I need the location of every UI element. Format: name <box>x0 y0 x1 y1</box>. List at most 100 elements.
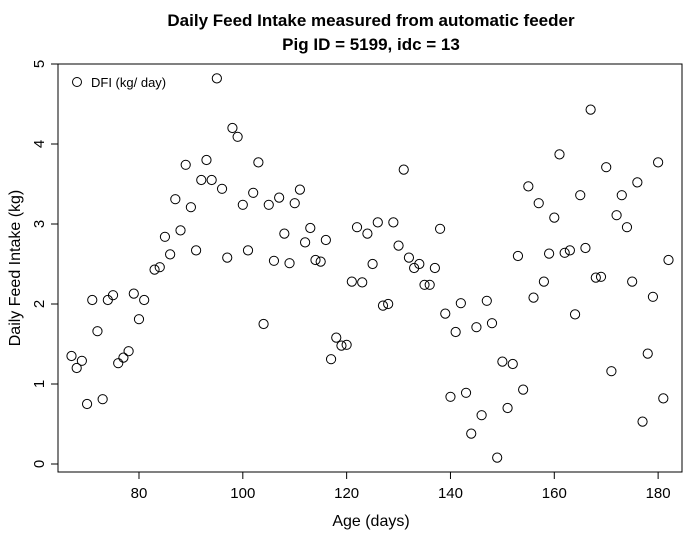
data-point <box>569 309 581 320</box>
data-point <box>170 194 181 205</box>
data-point <box>455 298 466 309</box>
data-point <box>658 393 669 404</box>
data-point <box>398 164 409 175</box>
data-point <box>341 339 352 350</box>
data-point <box>92 326 103 337</box>
data-point <box>123 346 134 357</box>
data-point <box>325 354 337 365</box>
data-point <box>242 245 254 256</box>
data-point <box>621 222 633 233</box>
data-point <box>97 394 108 405</box>
data-point <box>580 242 591 254</box>
y-tick-label: 4 <box>31 140 48 148</box>
data-point <box>627 276 638 287</box>
data-point <box>87 294 98 306</box>
data-point <box>492 452 503 463</box>
x-tick-label: 120 <box>334 485 359 502</box>
data-point <box>383 298 394 310</box>
x-axis: 80 100 120 140 160 180 <box>131 472 671 502</box>
data-point <box>367 258 378 270</box>
data-point <box>149 264 160 275</box>
data-point <box>279 228 290 239</box>
x-tick-label: 140 <box>438 485 463 502</box>
y-axis: 0 1 2 3 4 5 <box>31 60 58 468</box>
data-point <box>159 231 171 242</box>
data-point <box>258 318 269 330</box>
data-point <box>523 181 534 192</box>
data-point <box>414 258 425 270</box>
data-point <box>466 428 477 439</box>
data-point <box>601 162 612 173</box>
data-point <box>128 288 139 299</box>
data-point <box>388 217 399 228</box>
data-point <box>424 279 435 290</box>
data-point <box>637 416 648 427</box>
chart-title: Daily Feed Intake measured from automati… <box>167 11 575 30</box>
data-point <box>76 355 87 366</box>
data-point <box>632 177 643 188</box>
data-point <box>81 398 93 410</box>
data-point <box>336 340 347 351</box>
data-point <box>232 131 243 142</box>
legend-marker <box>72 77 82 87</box>
data-point <box>647 291 659 302</box>
data-point <box>429 262 440 274</box>
data-point <box>196 174 207 186</box>
data-point <box>331 332 342 343</box>
data-point <box>268 255 280 266</box>
data-point <box>471 322 482 333</box>
chart-subtitle: Pig ID = 5199, idc = 13 <box>282 35 460 54</box>
data-point <box>476 410 487 421</box>
data-point <box>211 73 222 84</box>
x-tick-label: 180 <box>646 485 671 502</box>
data-point <box>502 402 513 414</box>
data-point <box>507 358 518 370</box>
data-point <box>533 198 544 209</box>
x-tick-label: 160 <box>542 485 567 502</box>
data-point <box>294 184 306 195</box>
data-point <box>419 279 430 290</box>
data-point <box>227 122 238 134</box>
data-point <box>377 300 389 311</box>
data-point <box>216 183 228 194</box>
data-point <box>445 391 456 402</box>
data-point <box>346 276 357 287</box>
data-point <box>175 225 186 236</box>
y-tick-label: 2 <box>31 300 48 308</box>
data-point <box>206 174 217 186</box>
data-point <box>263 199 274 210</box>
data-point <box>305 222 316 234</box>
data-point <box>253 157 264 168</box>
y-axis-label: Daily Feed Intake (kg) <box>7 190 24 347</box>
data-point <box>518 384 529 395</box>
data-point <box>185 202 196 213</box>
y-tick-label: 1 <box>31 380 48 388</box>
legend: DFI (kg/ day) <box>72 75 166 90</box>
data-point <box>606 366 617 377</box>
data-point <box>362 228 373 239</box>
data-point <box>434 223 446 234</box>
data-point <box>575 190 586 201</box>
data-point <box>538 276 550 287</box>
data-point <box>113 358 124 369</box>
data-point <box>549 212 560 223</box>
x-tick-label: 100 <box>230 485 255 502</box>
data-point <box>403 252 415 263</box>
data-point <box>409 262 420 274</box>
data-point <box>486 318 498 329</box>
data-point <box>663 254 674 266</box>
data-point <box>154 262 165 273</box>
data-point <box>139 294 150 306</box>
data-point <box>585 104 596 115</box>
y-tick-label: 0 <box>31 460 48 468</box>
y-tick-label: 3 <box>31 220 48 228</box>
data-point <box>190 245 202 256</box>
data-point <box>559 247 570 258</box>
data-point <box>289 198 300 209</box>
data-point <box>616 190 627 201</box>
data-point <box>595 271 607 282</box>
data-point <box>66 350 77 362</box>
plot-frame <box>57 63 683 473</box>
